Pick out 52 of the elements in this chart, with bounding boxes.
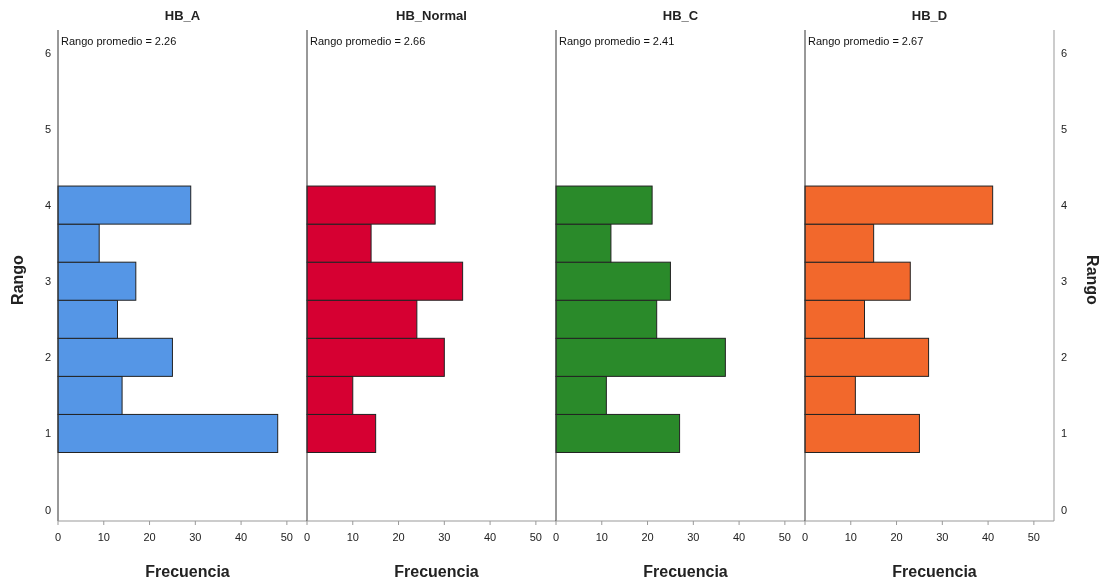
x-tick-label: 30 bbox=[438, 531, 451, 543]
y-tick-label: 4 bbox=[44, 199, 52, 212]
y-tick-label: 0 bbox=[44, 503, 52, 516]
x-tick-label: 0 bbox=[303, 531, 311, 543]
x-tick-label: 0 bbox=[801, 531, 809, 543]
x-tick-label: 10 bbox=[844, 531, 857, 543]
annotation: Rango promedio = 2.26 bbox=[61, 35, 177, 47]
x-tick-label: 40 bbox=[981, 531, 995, 543]
y-tick-label: 5 bbox=[44, 122, 52, 135]
x-tick-label: 50 bbox=[778, 531, 791, 543]
x-tick-label: 20 bbox=[143, 531, 156, 543]
y-tick-label: 6 bbox=[44, 46, 52, 59]
x-tick-label: 30 bbox=[687, 531, 700, 543]
y-tick-label: 1 bbox=[44, 427, 52, 440]
x-tick-label: 20 bbox=[641, 531, 654, 543]
x-tick-label: 20 bbox=[392, 531, 405, 543]
x-axis-title: Frecuencia bbox=[892, 563, 977, 580]
x-tick-label: 0 bbox=[552, 531, 560, 543]
x-tick-label: 30 bbox=[189, 531, 202, 543]
y-tick-label: 3 bbox=[44, 275, 52, 288]
y-tick-label: 5 bbox=[1060, 122, 1068, 135]
x-tick-label: 50 bbox=[529, 531, 542, 543]
y-tick-label: 3 bbox=[1060, 275, 1068, 288]
chart-title: HB_C bbox=[662, 8, 699, 23]
chart-title: HB_Normal bbox=[396, 8, 467, 23]
y-tick-label: 1 bbox=[1060, 427, 1068, 440]
y-axis-title: Rango bbox=[1084, 255, 1101, 306]
x-tick-label: 10 bbox=[595, 531, 608, 543]
x-tick-label: 40 bbox=[234, 531, 248, 543]
x-axis-title: Frecuencia bbox=[643, 563, 728, 580]
y-tick-label: 2 bbox=[44, 351, 52, 364]
x-tick-label: 30 bbox=[936, 531, 949, 543]
y-tick-label: 4 bbox=[1060, 199, 1068, 212]
x-tick-label: 40 bbox=[732, 531, 746, 543]
y-tick-label: 2 bbox=[1060, 351, 1068, 364]
x-tick-label: 50 bbox=[1027, 531, 1040, 543]
y-axis-title: Rango bbox=[9, 254, 26, 305]
y-tick-label: 6 bbox=[1060, 46, 1068, 59]
annotation: Rango promedio = 2.66 bbox=[310, 35, 426, 47]
annotation: Rango promedio = 2.41 bbox=[559, 35, 675, 47]
annotation: Rango promedio = 2.67 bbox=[808, 35, 924, 47]
x-tick-label: 50 bbox=[280, 531, 293, 543]
y-tick-label: 0 bbox=[1060, 503, 1068, 516]
chart-title: HB_A bbox=[164, 8, 201, 23]
x-tick-label: 40 bbox=[483, 531, 497, 543]
chart-title: HB_D bbox=[911, 8, 948, 23]
x-tick-label: 0 bbox=[54, 531, 62, 543]
x-axis-title: Frecuencia bbox=[394, 563, 479, 580]
x-tick-label: 10 bbox=[97, 531, 110, 543]
x-tick-label: 10 bbox=[346, 531, 359, 543]
x-axis-title: Frecuencia bbox=[145, 563, 230, 580]
x-tick-label: 20 bbox=[890, 531, 903, 543]
